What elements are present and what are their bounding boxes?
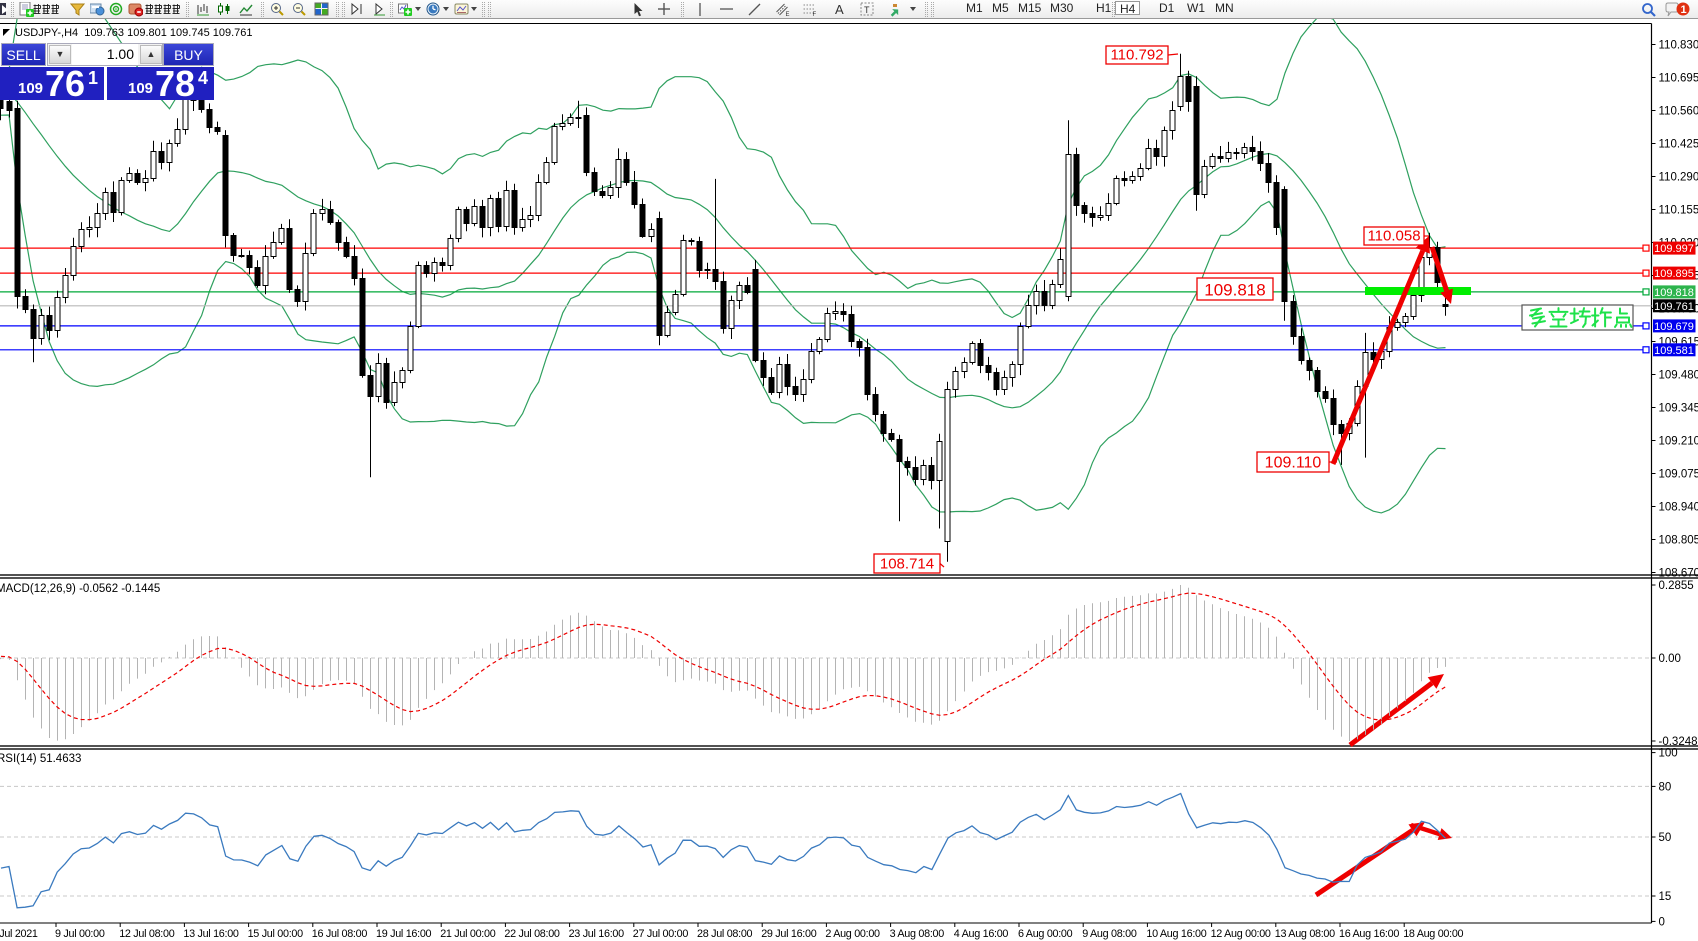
svg-text:109.480: 109.480 bbox=[1659, 370, 1698, 382]
svg-text:8 Jul 2021: 8 Jul 2021 bbox=[0, 928, 38, 940]
svg-text:109.895: 109.895 bbox=[1654, 268, 1694, 280]
svg-text:110.560: 110.560 bbox=[1659, 106, 1698, 118]
svg-text:19 Jul 16:00: 19 Jul 16:00 bbox=[376, 928, 432, 940]
svg-text:110.830: 110.830 bbox=[1659, 40, 1698, 52]
svg-text:108.805: 108.805 bbox=[1659, 535, 1698, 547]
svg-text:109.679: 109.679 bbox=[1654, 321, 1694, 333]
svg-text:109.997: 109.997 bbox=[1654, 243, 1694, 255]
svg-text:2 Aug 00:00: 2 Aug 00:00 bbox=[825, 928, 880, 940]
svg-text:15 Jul 00:00: 15 Jul 00:00 bbox=[248, 928, 304, 940]
svg-text:18 Aug 00:00: 18 Aug 00:00 bbox=[1403, 928, 1463, 940]
svg-text:110.695: 110.695 bbox=[1659, 73, 1698, 85]
svg-text:0: 0 bbox=[1659, 916, 1665, 928]
svg-text:12 Jul 08:00: 12 Jul 08:00 bbox=[119, 928, 175, 940]
svg-text:10 Aug 16:00: 10 Aug 16:00 bbox=[1146, 928, 1206, 940]
svg-text:1: 1 bbox=[1681, 4, 1687, 16]
svg-text:15: 15 bbox=[1659, 891, 1672, 903]
svg-text:9 Aug 08:00: 9 Aug 08:00 bbox=[1082, 928, 1137, 940]
svg-text:E: E bbox=[786, 12, 790, 17]
svg-text:109.581: 109.581 bbox=[1654, 345, 1694, 357]
svg-text:23 Jul 16:00: 23 Jul 16:00 bbox=[569, 928, 625, 940]
svg-text:13 Jul 16:00: 13 Jul 16:00 bbox=[183, 928, 239, 940]
svg-text:109.075: 109.075 bbox=[1659, 469, 1698, 481]
svg-text:109.761: 109.761 bbox=[1654, 301, 1694, 313]
svg-text:100: 100 bbox=[1659, 748, 1678, 760]
svg-text:29 Jul 16:00: 29 Jul 16:00 bbox=[761, 928, 817, 940]
svg-text:0.00: 0.00 bbox=[1659, 653, 1681, 665]
svg-text:9 Jul 00:00: 9 Jul 00:00 bbox=[55, 928, 105, 940]
svg-text:12 Aug 00:00: 12 Aug 00:00 bbox=[1211, 928, 1271, 940]
svg-text:RSI(14) 51.4633: RSI(14) 51.4633 bbox=[0, 753, 81, 765]
svg-text:13 Aug 08:00: 13 Aug 08:00 bbox=[1275, 928, 1335, 940]
svg-text:109.110: 109.110 bbox=[1265, 455, 1322, 472]
svg-text:109.345: 109.345 bbox=[1659, 403, 1698, 415]
svg-text:110.058: 110.058 bbox=[1367, 228, 1420, 245]
svg-text:16 Jul 08:00: 16 Jul 08:00 bbox=[312, 928, 368, 940]
svg-text:28 Jul 08:00: 28 Jul 08:00 bbox=[697, 928, 753, 940]
svg-text:109.210: 109.210 bbox=[1659, 436, 1698, 448]
svg-text:-0.3248: -0.3248 bbox=[1659, 736, 1698, 748]
svg-text:108.940: 108.940 bbox=[1659, 502, 1698, 514]
svg-text:T: T bbox=[864, 5, 870, 15]
svg-text:22 Jul 08:00: 22 Jul 08:00 bbox=[504, 928, 560, 940]
svg-text:108.670: 108.670 bbox=[1659, 568, 1698, 580]
svg-text:3 Aug 08:00: 3 Aug 08:00 bbox=[890, 928, 945, 940]
svg-text:110.155: 110.155 bbox=[1659, 205, 1698, 217]
svg-text:109.818: 109.818 bbox=[1654, 287, 1694, 299]
svg-text:109.818: 109.818 bbox=[1204, 281, 1265, 300]
svg-text:27 Jul 00:00: 27 Jul 00:00 bbox=[633, 928, 689, 940]
svg-text:21 Jul 00:00: 21 Jul 00:00 bbox=[440, 928, 496, 940]
svg-text:110.290: 110.290 bbox=[1659, 172, 1698, 184]
svg-text:16 Aug 16:00: 16 Aug 16:00 bbox=[1339, 928, 1399, 940]
svg-text:MACD(12,26,9) -0.0562 -0.1445: MACD(12,26,9) -0.0562 -0.1445 bbox=[0, 583, 160, 595]
svg-text:50: 50 bbox=[1659, 832, 1672, 844]
svg-text:0.2855: 0.2855 bbox=[1659, 580, 1694, 592]
svg-text:110.792: 110.792 bbox=[1110, 47, 1163, 64]
svg-text:6 Aug 00:00: 6 Aug 00:00 bbox=[1018, 928, 1073, 940]
svg-text:80: 80 bbox=[1659, 781, 1672, 793]
svg-text:108.714: 108.714 bbox=[880, 556, 934, 573]
svg-text:F: F bbox=[813, 12, 817, 17]
svg-text:110.425: 110.425 bbox=[1659, 139, 1698, 151]
svg-text:USDJPY-,H4 109.763 109.801 10: USDJPY-,H4 109.763 109.801 109.745 109.7… bbox=[15, 27, 253, 39]
svg-text:4 Aug 16:00: 4 Aug 16:00 bbox=[954, 928, 1009, 940]
